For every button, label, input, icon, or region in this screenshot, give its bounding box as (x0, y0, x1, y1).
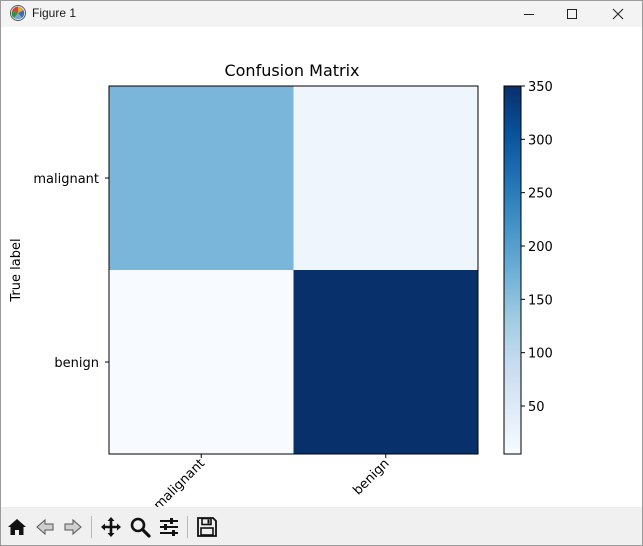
x-tick-label: malignant (151, 456, 208, 507)
matplotlib-app-icon (9, 4, 27, 22)
home-icon (8, 519, 26, 535)
forward-icon (64, 518, 82, 536)
maximize-button[interactable] (549, 1, 595, 27)
navigation-toolbar (1, 507, 642, 545)
maximize-icon (567, 9, 577, 19)
pan-icon (101, 517, 121, 537)
matrix-cell-0-1 (293, 86, 479, 271)
colorbar-tick-label: 50 (528, 400, 545, 415)
pan-button[interactable] (98, 514, 124, 540)
minimize-button[interactable] (506, 1, 552, 27)
colorbar-tick-label: 350 (528, 80, 553, 95)
matrix-cell-1-1 (293, 270, 479, 455)
colorbar-tick-label: 200 (528, 240, 553, 255)
chart-title: Confusion Matrix (224, 61, 359, 80)
toolbar-separator (187, 516, 188, 538)
close-icon (612, 8, 624, 20)
confusion-matrix-chart: Confusion Matrix True label malignant ben… (9, 61, 553, 513)
forward-button[interactable] (60, 514, 86, 540)
close-button[interactable] (595, 1, 641, 27)
colorbar-tick-label: 150 (528, 293, 553, 308)
x-tick-label: benign (350, 456, 392, 498)
colorbar-tick-label: 100 (528, 347, 553, 362)
colorbar (503, 85, 522, 455)
colorbar-tick-label: 300 (528, 133, 553, 148)
back-button[interactable] (32, 514, 58, 540)
figure-canvas[interactable]: Confusion Matrix True label malignant ben… (1, 27, 642, 513)
home-button[interactable] (4, 514, 30, 540)
y-tick-label: benign (54, 356, 99, 371)
save-icon (197, 517, 217, 537)
zoom-button[interactable] (127, 514, 153, 540)
y-axis-label: True label (9, 238, 24, 302)
window-title: Figure 1 (32, 6, 77, 20)
matrix-cell-1-0 (109, 270, 294, 455)
save-button[interactable] (194, 514, 220, 540)
colorbar-tick-label: 250 (528, 187, 553, 202)
minimize-icon (524, 14, 534, 15)
matrix-cell-0-0 (109, 86, 294, 271)
back-icon (36, 518, 54, 536)
y-tick-label: malignant (33, 172, 99, 187)
zoom-icon (130, 517, 151, 538)
toolbar-separator (91, 516, 92, 538)
configure-subplots-button[interactable] (156, 514, 182, 540)
configure-subplots-icon (160, 518, 178, 536)
title-bar: Figure 1 (1, 1, 642, 27)
plot-frame (108, 85, 479, 455)
